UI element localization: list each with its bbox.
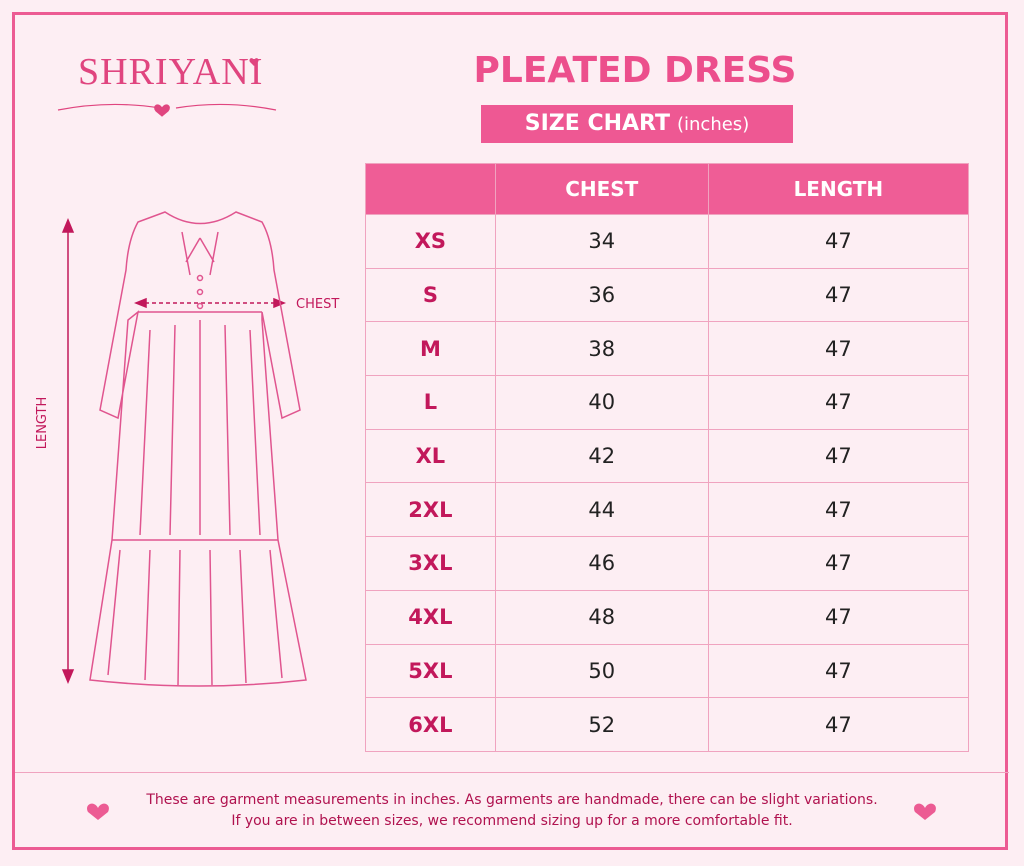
measure-cell: 46: [494, 536, 709, 591]
size-cell: S: [365, 267, 496, 323]
dress-sketch: [89, 211, 307, 687]
measure-cell: 36: [494, 267, 709, 323]
size-row: 2XL 44 47: [365, 482, 970, 538]
subtitle-box: SIZE CHART (inches): [481, 105, 793, 143]
length-label: LENGTH: [35, 397, 50, 450]
measure-cell: 47: [707, 321, 970, 377]
title: PLEATED DRESS: [473, 50, 797, 91]
size-cell: 5XL: [365, 643, 496, 699]
size-table: CHEST LENGTH XS 34 47 S 36 47 M 38 47 L 40 47 XL 42 47 2…: [365, 163, 970, 752]
measure-cell: 47: [707, 482, 970, 538]
size-cell: M: [365, 321, 496, 377]
chest-label: CHEST: [296, 297, 339, 312]
measure-cell: 47: [707, 375, 970, 430]
measure-cell: 38: [494, 321, 709, 377]
column-header: CHEST: [494, 163, 709, 215]
size-row: 4XL 48 47: [365, 589, 970, 645]
size-cell: 3XL: [365, 536, 496, 591]
frame: [12, 12, 1008, 850]
measure-cell: 34: [494, 214, 709, 269]
size-cell: 6XL: [365, 697, 496, 752]
measure-cell: 47: [707, 536, 970, 591]
size-row: XS 34 47: [365, 214, 970, 269]
measure-cell: 47: [707, 697, 970, 752]
size-cell: 2XL: [365, 482, 496, 538]
size-row: 6XL 52 47: [365, 697, 970, 752]
measure-cell: 47: [707, 267, 970, 323]
measure-cell: 40: [494, 375, 709, 430]
size-cell: XS: [365, 214, 496, 269]
size-row: 5XL 50 47: [365, 643, 970, 699]
size-cell: XL: [365, 428, 496, 484]
footer-rule: [15, 772, 1009, 773]
size-row: S 36 47: [365, 267, 970, 323]
footer-line: If you are in between sizes, we recommen…: [231, 813, 793, 829]
measure-cell: 44: [494, 482, 709, 538]
footer-line: These are garment measurements in inches…: [146, 792, 878, 808]
size-row: XL 42 47: [365, 428, 970, 484]
measure-cell: 52: [494, 697, 709, 752]
footer: These are garment measurements in inches…: [120, 790, 904, 832]
column-header: LENGTH: [707, 163, 970, 215]
measure-cell: 48: [494, 589, 709, 645]
measure-cell: 42: [494, 428, 709, 484]
size-row: 3XL 46 47: [365, 536, 970, 591]
measure-cell: 47: [707, 428, 970, 484]
measure-cell: 47: [707, 589, 970, 645]
size-row: M 38 47: [365, 321, 970, 377]
measure-cell: 47: [707, 214, 970, 269]
measure-cell: 47: [707, 643, 970, 699]
size-cell: L: [365, 375, 496, 430]
header-blank: [365, 163, 496, 215]
measure-cell: 50: [494, 643, 709, 699]
unit: (inches): [677, 114, 750, 135]
size-row: L 40 47: [365, 375, 970, 430]
brand: SHRIYANI: [78, 51, 264, 93]
size-cell: 4XL: [365, 589, 496, 645]
subtitle: SIZE CHART: [524, 111, 670, 136]
